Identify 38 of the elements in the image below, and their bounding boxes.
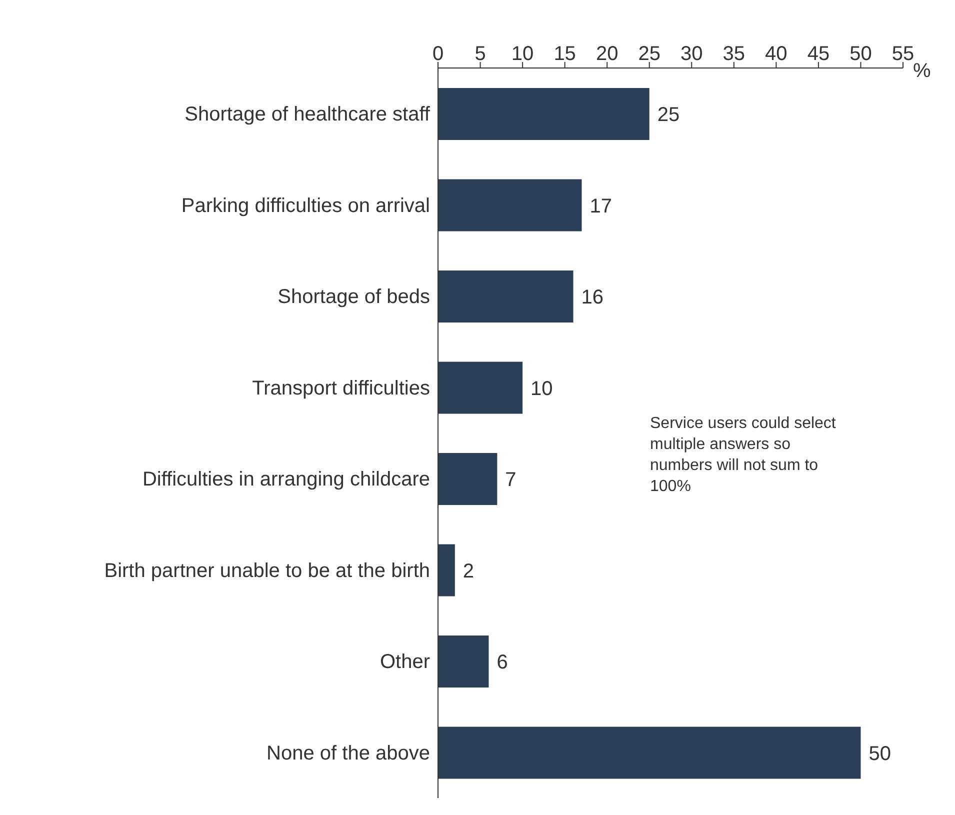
x-tick-label: 20 — [596, 43, 618, 65]
x-tick-label: 30 — [680, 43, 703, 65]
x-tick-label: 0 — [432, 43, 444, 65]
bar — [438, 636, 489, 688]
data-label: 50 — [868, 742, 891, 765]
y-tick-label: Other — [380, 651, 430, 674]
bar — [438, 88, 650, 140]
data-label: 25 — [657, 104, 680, 126]
bar — [438, 179, 582, 232]
x-tick-label: 5 — [474, 43, 486, 65]
bar — [438, 544, 455, 596]
x-tick-label: 10 — [511, 43, 534, 65]
y-tick-label: None of the above — [266, 742, 430, 764]
bar — [438, 726, 861, 779]
bar — [438, 270, 574, 322]
data-label: 6 — [496, 652, 508, 674]
x-tick-label: 50 — [850, 43, 872, 65]
y-tick-label: Parking difficulties on arrival — [181, 194, 430, 217]
data-label: 7 — [505, 469, 516, 492]
y-tick-label: Difficulties in arranging childcare — [142, 468, 430, 491]
x-axis-title: % — [913, 60, 931, 83]
x-tick-label: 25 — [638, 43, 660, 65]
x-tick-label: 35 — [722, 43, 746, 65]
data-label: 10 — [530, 378, 553, 400]
y-tick-label: Birth partner unable to be at the birth — [104, 560, 430, 582]
y-tick-label: Shortage of beds — [278, 286, 430, 308]
data-label: 16 — [581, 286, 604, 309]
annotation: Service users could select multiple answers so numbers will not sum to 100% — [650, 414, 837, 497]
x-tick-label: 45 — [807, 43, 830, 65]
y-tick-label: Shortage of healthcare staff — [184, 104, 430, 126]
x-tick-label: 55 — [892, 43, 914, 65]
y-tick-label: Transport difficulties — [252, 377, 430, 400]
data-label: 2 — [462, 560, 474, 582]
x-tick-label: 15 — [554, 43, 576, 65]
bar — [438, 362, 523, 414]
bar — [438, 453, 498, 505]
data-label: 17 — [590, 195, 612, 218]
x-tick-label: 40 — [765, 43, 788, 65]
